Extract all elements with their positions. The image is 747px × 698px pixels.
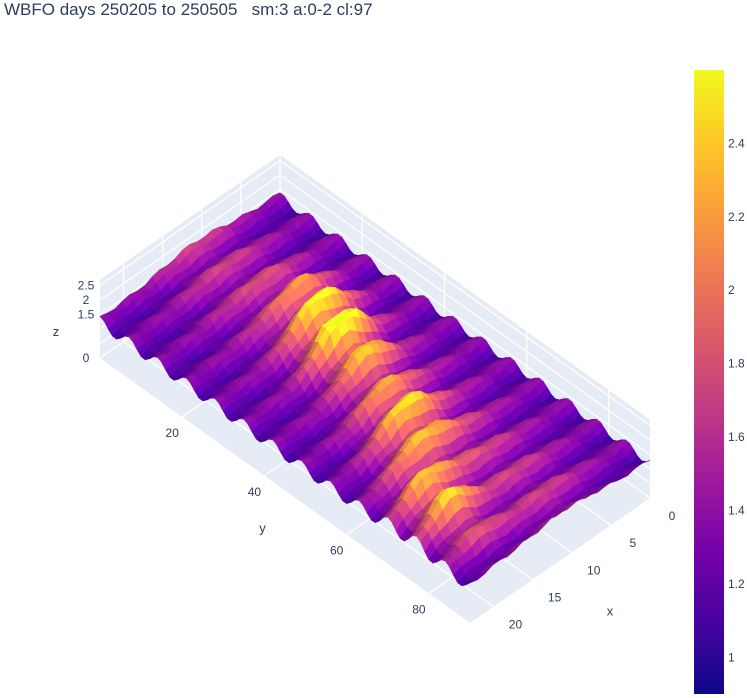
y-tick-label: 20 xyxy=(166,426,180,440)
grid-line-z-left xyxy=(99,159,281,287)
x-tick-label: 5 xyxy=(630,536,637,550)
y-tick-label: 40 xyxy=(248,485,262,499)
grid-line-z xyxy=(279,174,651,441)
grid-line-z xyxy=(279,188,651,456)
x-axis-title: x xyxy=(607,604,614,619)
surface-mesh xyxy=(99,192,651,587)
colorbar-bar xyxy=(694,70,724,694)
grid-line-z-left xyxy=(99,174,281,301)
colorbar-tick-label: 2 xyxy=(728,283,735,297)
x-tick-label: 10 xyxy=(587,563,601,577)
chart-title: WBFO days 250205 to 250505 sm:3 a:0-2 cl… xyxy=(4,0,373,19)
grid-line-x xyxy=(123,341,494,608)
z-tick-label: 1.5 xyxy=(78,308,95,322)
y-tick-label: 60 xyxy=(330,544,344,558)
colorbar-tick-label: 1 xyxy=(728,650,735,664)
z-tick-label: 2 xyxy=(83,293,90,307)
z-tick-label: 0 xyxy=(83,351,90,365)
z-tick-label: 2.5 xyxy=(78,279,95,293)
y-axis-title: y xyxy=(259,520,266,535)
colorbar-tick-label: 1.4 xyxy=(728,503,745,517)
colorbar-tick-label: 1.6 xyxy=(728,430,745,444)
z-axis-title: z xyxy=(53,324,60,339)
x-tick-label: 20 xyxy=(509,618,523,632)
colorbar-tick-label: 2.4 xyxy=(728,136,745,150)
axis-ticks: 20 40 60 80 0 5 10 15 20 0 1.522.5 y x z xyxy=(53,279,676,632)
colorbar: 1 1.2 1.4 1.6 1.8 2 2.2 2.4 xyxy=(694,70,745,694)
colorbar-ticks: 1 1.2 1.4 1.6 1.8 2 2.2 2.4 xyxy=(728,136,745,664)
colorbar-tick-label: 1.8 xyxy=(728,357,745,371)
grid-line-z xyxy=(279,159,651,427)
colorbar-tick-label: 2.2 xyxy=(728,210,745,224)
colorbar-tick-label: 1.2 xyxy=(728,577,745,591)
surface-cell xyxy=(638,460,651,466)
x-tick-label: 0 xyxy=(669,509,676,523)
y-tick-label: 80 xyxy=(412,603,426,617)
x-tick-label: 15 xyxy=(548,591,562,605)
